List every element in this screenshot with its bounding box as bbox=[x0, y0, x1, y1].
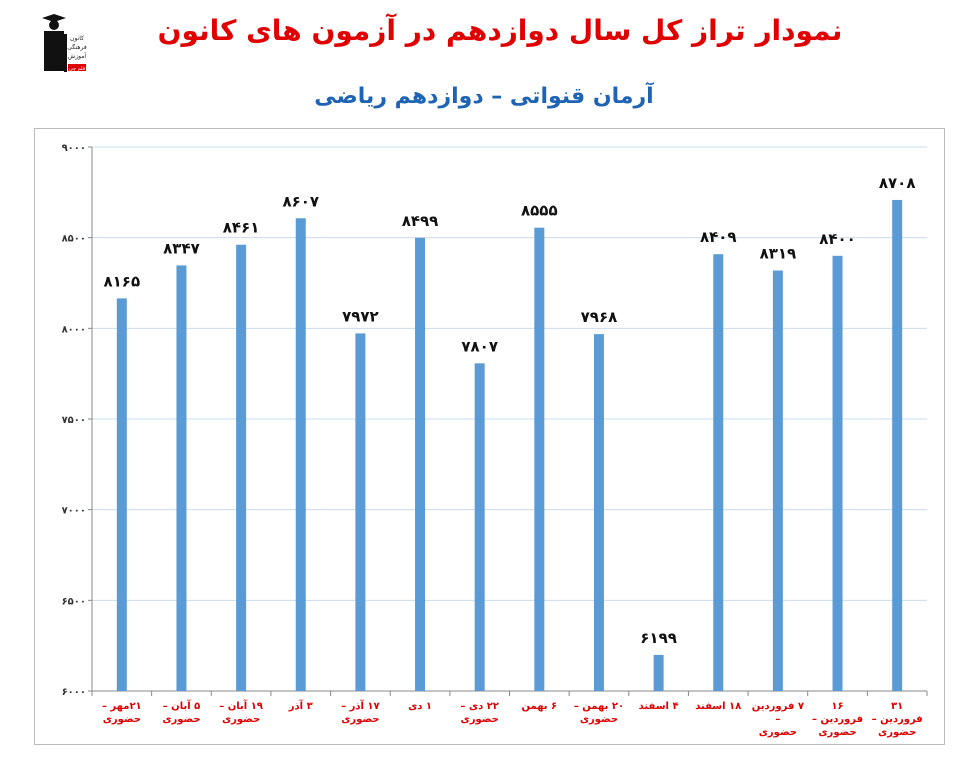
data-label: ۶۱۹۹ bbox=[640, 629, 677, 647]
page-title: نمودار تراز کل سال دوازدهم در آزمون های … bbox=[157, 14, 843, 47]
category-label: ۲۰ بهمن – حضوری bbox=[570, 700, 628, 726]
category-label-line2: حضوری bbox=[221, 714, 261, 725]
bar bbox=[116, 298, 127, 691]
bar bbox=[295, 218, 306, 691]
data-label: ۸۴۰۹ bbox=[700, 228, 737, 246]
category-label-line1: ۱۹ آبان – bbox=[219, 701, 263, 712]
category-label-line1: ۴ اسفند bbox=[638, 701, 679, 712]
category-label: ۱ دی bbox=[391, 700, 449, 713]
bar bbox=[593, 334, 604, 691]
category-label: ۶ بهمن bbox=[511, 700, 569, 713]
category-label-line1: ۱ دی bbox=[408, 701, 432, 712]
bar bbox=[534, 227, 545, 691]
bar bbox=[892, 199, 903, 691]
data-label: ۸۴۹۹ bbox=[402, 212, 439, 230]
svg-text:قلم چی: قلم چی bbox=[69, 66, 86, 72]
y-tick-label: ۸۵۰۰ bbox=[62, 234, 86, 245]
svg-text:فرهنگی: فرهنگی bbox=[67, 43, 87, 51]
data-label: ۸۶۰۷ bbox=[282, 192, 319, 210]
category-label-line1: ۱۷ آذر – bbox=[341, 701, 380, 712]
chart-frame bbox=[34, 128, 945, 745]
category-label-line2: حضوری bbox=[162, 714, 201, 725]
category-label-line1: ۲۱مهر – bbox=[101, 701, 142, 712]
bar bbox=[355, 333, 366, 691]
data-label: ۷۹۶۸ bbox=[581, 308, 618, 326]
category-label: ۱۹ آبان – حضوری bbox=[212, 700, 270, 726]
category-label-line1: ۱۶ فروردین – bbox=[811, 701, 864, 725]
category-label: ۱۸ اسفند bbox=[689, 700, 747, 713]
category-label-line1: ۲۲ دی – bbox=[460, 701, 499, 712]
category-label-line1: ۱۸ اسفند bbox=[695, 701, 742, 712]
y-tick-label: ۶۰۰۰ bbox=[62, 687, 86, 698]
category-label-line2: حضوری bbox=[102, 714, 141, 725]
category-label-line1: ۵ آبان – bbox=[162, 701, 201, 712]
category-label-line1: ۶ بهمن bbox=[521, 701, 558, 712]
bar bbox=[832, 255, 843, 692]
svg-text:آموزش: آموزش bbox=[68, 51, 87, 60]
data-label: ۸۷۰۸ bbox=[879, 174, 916, 192]
category-label: ۵ آبان – حضوری bbox=[153, 700, 211, 726]
category-label-line2: حضوری bbox=[818, 727, 857, 738]
category-label-line2: حضوری bbox=[758, 727, 798, 738]
bar bbox=[653, 654, 664, 691]
page-subtitle: آرمان قنواتی – دوازدهم ریاضی bbox=[314, 84, 654, 109]
bar bbox=[713, 254, 724, 691]
category-label-line2: حضوری bbox=[460, 714, 499, 725]
bar bbox=[415, 237, 426, 691]
y-tick-label: ۷۵۰۰ bbox=[62, 415, 86, 426]
data-label: ۸۴۶۱ bbox=[223, 219, 260, 237]
category-label: ۱۷ آذر – حضوری bbox=[332, 700, 390, 726]
category-label-line1: ۳ آذر bbox=[288, 701, 313, 712]
bar bbox=[772, 270, 783, 691]
category-label-line1: ۳۱ فروردین – bbox=[871, 701, 923, 725]
category-label: ۴ اسفند bbox=[630, 700, 688, 713]
data-label: ۸۵۵۵ bbox=[521, 202, 558, 220]
category-label-line1: ۲۰ بهمن – bbox=[573, 701, 625, 712]
category-label-line2: حضوری bbox=[341, 714, 380, 725]
category-label: ۳۱ فروردین – حضوری bbox=[868, 700, 926, 739]
category-label: ۱۶ فروردین – حضوری bbox=[809, 700, 867, 739]
category-label: ۲۲ دی – حضوری bbox=[451, 700, 509, 726]
data-label: ۸۳۴۷ bbox=[163, 239, 200, 257]
y-tick-label: ۸۰۰۰ bbox=[62, 324, 86, 335]
y-tick-label: ۹۰۰۰ bbox=[62, 143, 86, 154]
kanoon-logo: کانون فرهنگی آموزش قلم چی bbox=[38, 12, 88, 76]
y-tick-label: ۷۰۰۰ bbox=[62, 506, 86, 517]
data-label: ۸۴۰۰ bbox=[819, 230, 856, 248]
data-label: ۸۱۶۵ bbox=[104, 272, 141, 290]
category-label-line1: ۷ فروردین – bbox=[751, 701, 804, 725]
data-label: ۷۸۰۷ bbox=[461, 337, 498, 355]
y-tick-label: ۶۵۰۰ bbox=[62, 596, 86, 607]
bar bbox=[236, 244, 247, 692]
bar bbox=[474, 363, 485, 691]
category-label: ۲۱مهر – حضوری bbox=[93, 700, 151, 726]
category-label: ۷ فروردین – حضوری bbox=[749, 700, 807, 739]
category-label-line2: حضوری bbox=[579, 714, 619, 725]
data-label: ۸۳۱۹ bbox=[760, 244, 797, 262]
category-label-line2: حضوری bbox=[878, 727, 917, 738]
category-label: ۳ آذر bbox=[272, 700, 330, 713]
bar bbox=[176, 265, 187, 691]
data-label: ۷۹۷۲ bbox=[342, 307, 379, 325]
svg-text:کانون: کانون bbox=[70, 35, 84, 42]
